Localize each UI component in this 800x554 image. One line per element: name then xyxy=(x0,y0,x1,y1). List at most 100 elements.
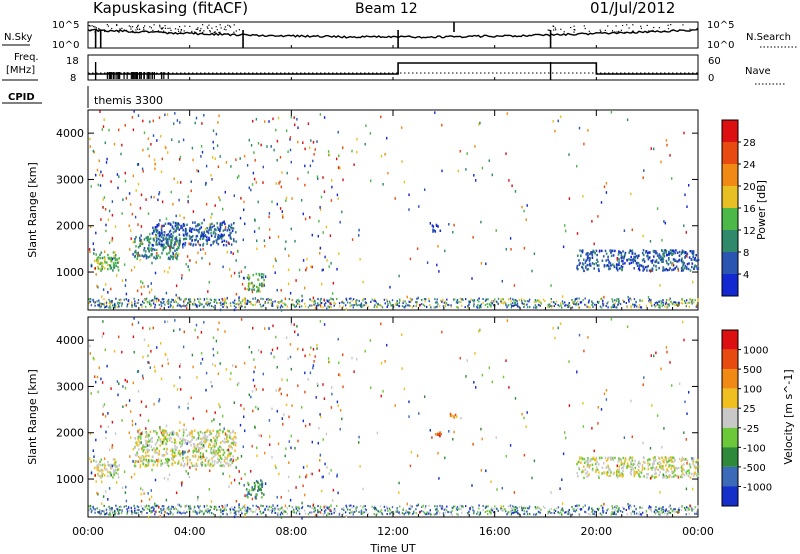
heatmap-cell xyxy=(286,507,288,510)
heatmap-cell xyxy=(654,459,657,462)
heatmap-cell xyxy=(131,419,134,423)
colorbar-segment xyxy=(722,142,738,164)
heatmap-cell xyxy=(653,510,656,513)
heatmap-cell xyxy=(169,255,172,258)
heatmap-cell xyxy=(242,238,244,242)
heatmap-cell xyxy=(682,457,685,461)
heatmap-cell xyxy=(523,246,526,250)
heatmap-cell xyxy=(210,438,212,442)
heatmap-cell xyxy=(317,177,319,180)
heatmap-cell xyxy=(232,301,234,304)
heatmap-cell xyxy=(666,253,668,257)
heatmap-cell xyxy=(277,235,280,239)
heatmap-cell xyxy=(96,468,99,471)
heatmap-cell xyxy=(134,461,136,464)
heatmap-cell xyxy=(93,459,95,462)
heatmap-cell xyxy=(551,512,553,514)
heatmap-cell xyxy=(104,513,107,516)
heatmap-cell xyxy=(678,457,681,461)
heatmap-cell xyxy=(650,147,652,150)
heatmap-cell xyxy=(611,456,613,459)
heatmap-cell xyxy=(145,463,147,467)
heatmap-cell xyxy=(182,345,185,349)
heatmap-cell xyxy=(597,302,599,305)
heatmap-cell xyxy=(97,256,100,259)
heatmap-cell xyxy=(658,301,660,303)
heatmap-cell xyxy=(304,390,306,394)
heatmap-cell xyxy=(184,243,186,247)
heatmap-cell xyxy=(531,269,533,273)
heatmap-cell xyxy=(142,443,144,447)
heatmap-cell xyxy=(146,440,148,444)
heatmap-cell xyxy=(204,510,207,513)
heatmap-cell xyxy=(652,456,655,460)
heatmap-cell xyxy=(362,487,364,491)
heatmap-cell xyxy=(607,456,609,459)
heatmap-cell xyxy=(686,506,688,509)
heatmap-cell xyxy=(166,452,168,455)
heatmap-cell xyxy=(141,242,144,246)
heatmap-cell xyxy=(205,438,208,441)
heatmap-cell xyxy=(565,511,567,514)
heatmap-cell xyxy=(109,509,111,512)
heatmap-cell xyxy=(490,508,492,511)
heatmap-cell xyxy=(128,509,130,512)
heatmap-cell xyxy=(222,302,224,305)
heatmap-cell xyxy=(247,299,250,302)
heatmap-cell xyxy=(548,305,551,308)
heatmap-cell xyxy=(112,251,115,254)
heatmap-cell xyxy=(330,303,332,306)
heatmap-cell xyxy=(97,465,100,469)
heatmap-cell xyxy=(122,405,124,408)
heatmap-cell xyxy=(479,328,481,332)
heatmap-cell xyxy=(146,512,148,514)
heatmap-cell xyxy=(304,354,306,358)
heatmap-cell xyxy=(692,460,695,463)
heatmap-cell xyxy=(659,255,662,258)
heatmap-cell xyxy=(179,511,181,514)
heatmap-cell xyxy=(592,302,594,305)
heatmap-cell xyxy=(456,300,458,303)
heatmap-cell xyxy=(290,160,292,164)
heatmap-cell xyxy=(426,511,428,514)
heatmap-cell xyxy=(227,227,230,230)
heatmap-cell xyxy=(158,242,161,246)
heatmap-cell xyxy=(681,469,683,473)
heatmap-cell xyxy=(111,420,114,424)
heatmap-cell xyxy=(495,436,497,439)
heatmap-cell xyxy=(618,507,620,509)
heatmap-cell xyxy=(421,299,423,301)
heatmap-cell xyxy=(309,511,311,514)
heatmap-cell xyxy=(282,213,284,217)
heatmap-cell xyxy=(119,302,121,304)
heatmap-cell xyxy=(214,445,216,448)
heatmap-cell xyxy=(655,511,657,514)
heatmap-cell xyxy=(611,249,614,253)
heatmap-cell xyxy=(680,302,683,305)
heatmap-cell xyxy=(197,443,200,446)
heatmap-cell xyxy=(380,361,383,365)
heatmap-cell xyxy=(160,228,163,231)
heatmap-cell xyxy=(655,304,657,307)
heatmap-cell xyxy=(247,285,250,288)
heatmap-cell xyxy=(457,169,459,173)
heatmap-cell xyxy=(658,457,661,460)
heatmap-cell xyxy=(143,301,145,304)
heatmap-cell xyxy=(633,303,635,306)
heatmap-cell xyxy=(362,511,364,514)
heatmap-cell xyxy=(105,507,108,510)
heatmap-cell xyxy=(269,435,271,438)
heatmap-cell xyxy=(202,444,205,447)
heatmap-cell xyxy=(272,305,274,307)
heatmap-cell xyxy=(668,475,671,479)
heatmap-cell xyxy=(647,459,649,462)
heatmap-cell xyxy=(677,269,680,272)
heatmap-cell xyxy=(219,450,222,453)
heatmap-cell xyxy=(215,241,218,244)
heatmap-cell xyxy=(101,472,103,475)
heatmap-cell xyxy=(235,240,237,243)
heatmap-cell xyxy=(586,470,589,474)
heatmap-cell xyxy=(618,468,620,471)
heatmap-cell xyxy=(680,269,683,272)
heatmap-cell xyxy=(491,380,493,384)
